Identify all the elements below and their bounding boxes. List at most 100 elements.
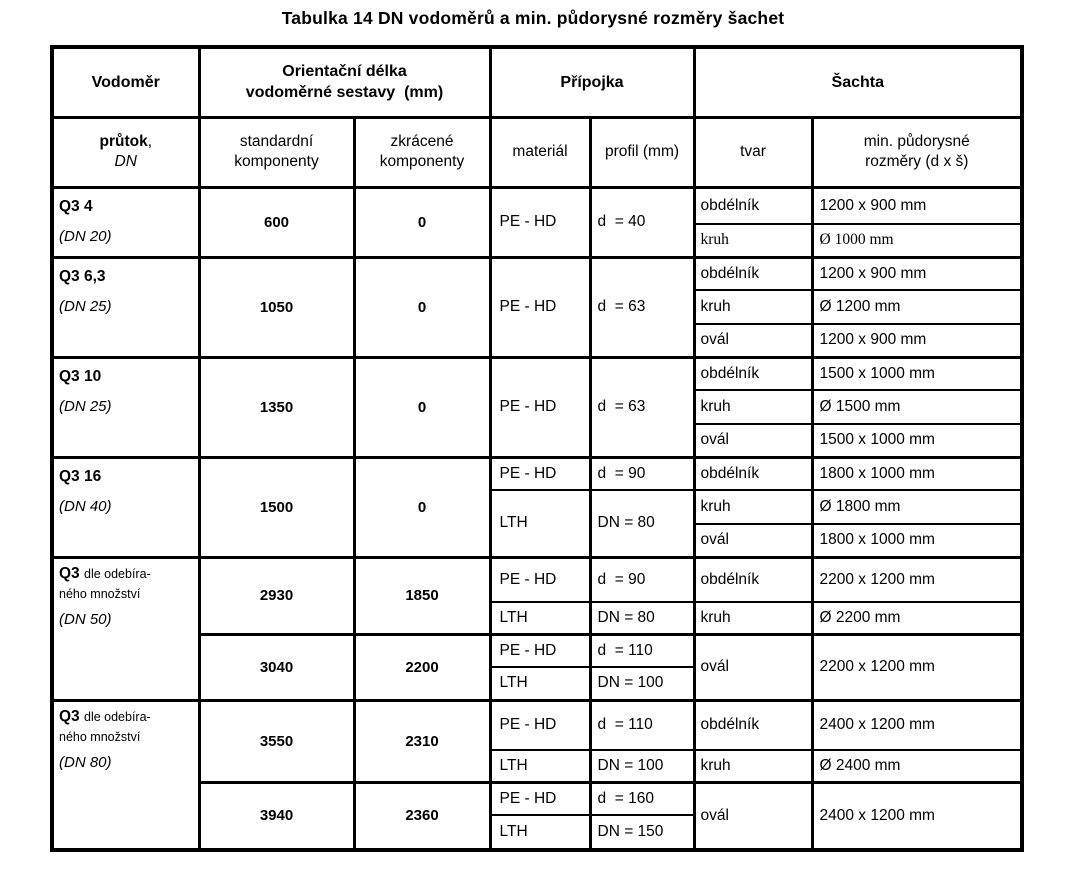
th-sachta: Šachta	[692, 45, 1024, 119]
table-row: 3040 2200 PE - HD d = 110 ovál 2200 x 12…	[52, 632, 1024, 701]
th-prutok-dn: průtok, DN	[50, 115, 201, 189]
g2-rozmer-kruh: Ø 1200 mm	[810, 289, 1024, 325]
g4-zkracene: 0	[352, 455, 492, 558]
g5a-rozmer-obdelnik: 2200 x 1200 mm	[810, 555, 1024, 603]
g2-label: Q3 6,3 (DN 25)	[50, 255, 201, 358]
g6b-rozmer-oval: 2400 x 1200 mm	[810, 780, 1024, 851]
g2-standard: 1050	[197, 255, 356, 358]
g2-label-dn: (DN 25)	[59, 297, 112, 315]
g2-material: PE - HD	[488, 255, 592, 358]
th-vodomer: Vodoměr	[50, 45, 201, 119]
table-row: LTH DN = 100	[52, 666, 1022, 701]
g5a-material-pehd: PE - HD	[488, 555, 592, 603]
table-row: Q3 dle odebíra- ného množství (DN 80) 35…	[50, 698, 1024, 851]
g1-tvar-obdelnik: obdélník	[692, 186, 814, 225]
g2-profil: d = 63	[588, 255, 696, 358]
table-row: ovál 1500 x 1000 mm	[52, 423, 1024, 458]
g3-label-main: Q3 10	[59, 367, 102, 385]
th-tvar: tvar	[692, 115, 814, 189]
g3-label: Q3 10 (DN 25)	[50, 355, 201, 458]
g6a-rozmer-kruh: Ø 2400 mm	[810, 749, 1024, 783]
g3-tvar-oval: ovál	[692, 423, 814, 458]
g4-rozmer-kruh: Ø 1800 mm	[810, 489, 1024, 525]
g6a-tvar-kruh: kruh	[692, 749, 814, 783]
water-meter-table: Vodoměr Orientační délka vodoměrné sesta…	[50, 45, 1024, 852]
th-zkracene-komponenty: zkrácené komponenty	[352, 115, 492, 189]
table-row: LTH DN = 80 kruh Ø 1800 mm	[52, 489, 1024, 558]
g5-label-line1: Q3 dle odebíra-	[59, 564, 151, 582]
page-title: Tabulka 14 DN vodoměrů a min. půdorysné …	[281, 8, 785, 28]
th-prutok: průtok,	[99, 133, 153, 150]
th-material: materiál	[488, 115, 592, 189]
g4-tvar-kruh: kruh	[692, 489, 814, 525]
g3-profil: d = 63	[588, 355, 696, 458]
th-dn: DN	[114, 153, 137, 170]
g1-rozmer-kruh: Ø 1000 mm	[810, 223, 1024, 258]
g6a-profil-lth: DN = 100	[588, 749, 696, 783]
table-row: kruh Ø 1500 mm	[52, 389, 1024, 425]
g5a-tvar-kruh: kruh	[692, 601, 814, 635]
g5b-material-pehd: PE - HD	[488, 632, 592, 668]
g6b-standard: 3940	[197, 780, 356, 851]
g6b-zkracene: 2360	[352, 780, 492, 851]
g2-rozmer-oval: 1200 x 900 mm	[810, 323, 1024, 358]
table-row: LTH DN = 150	[52, 814, 1022, 851]
th-standardni-komponenty: standardní komponenty	[197, 115, 356, 189]
th-rozmery: min. půdorysné rozměry (d x š)	[810, 115, 1024, 189]
g1-zkracene: 0	[352, 186, 492, 258]
g4-material-pehd: PE - HD	[488, 455, 592, 491]
g4-label-dn: (DN 40)	[59, 497, 112, 515]
th-profil: profil (mm)	[588, 115, 696, 189]
table-row: Q3 10 (DN 25) 1350 0 PE - HD d = 63 obdé…	[50, 355, 1024, 458]
g2-zkracene: 0	[352, 255, 492, 358]
g5b-standard: 3040	[197, 632, 356, 701]
g3-zkracene: 0	[352, 355, 492, 458]
g6-label-line2: ného množství	[59, 729, 141, 744]
g5b-rozmer-oval: 2200 x 1200 mm	[810, 632, 1024, 701]
g4-rozmer-oval: 1800 x 1000 mm	[810, 523, 1024, 558]
g3-rozmer-obdelnik: 1500 x 1000 mm	[810, 355, 1024, 391]
g2-tvar-kruh: kruh	[692, 289, 814, 325]
table-row: LTH DN = 100 kruh Ø 2400 mm	[52, 749, 1024, 783]
g5a-tvar-obdelnik: obdélník	[692, 555, 814, 603]
g6a-rozmer-obdelnik: 2400 x 1200 mm	[810, 698, 1024, 751]
table-row: LTH DN = 80 kruh Ø 2200 mm	[52, 601, 1024, 635]
g6a-profil-pehd: d = 110	[588, 698, 696, 751]
g2-tvar-obdelnik: obdélník	[692, 255, 814, 291]
g5a-rozmer-kruh: Ø 2200 mm	[810, 601, 1024, 635]
g2-rozmer-obdelnik: 1200 x 900 mm	[810, 255, 1024, 291]
table-row: Q3 6,3 (DN 25) 1050 0 PE - HD d = 63 obd…	[50, 255, 1024, 358]
th-orientacni-delka-line2: vodoměrné sestavy (mm)	[245, 84, 444, 102]
g1-material: PE - HD	[488, 186, 592, 258]
table-row: kruh Ø 1200 mm	[52, 289, 1024, 325]
g3-tvar-kruh: kruh	[692, 389, 814, 425]
g6-label-dn: (DN 80)	[59, 753, 112, 771]
g4-tvar-obdelnik: obdélník	[692, 455, 814, 491]
table-row: Q3 16 (DN 40) 1500 0 PE - HD d = 90 obdé…	[50, 455, 1024, 558]
table-row: ovál 1200 x 900 mm	[52, 323, 1024, 358]
g6a-zkracene: 2310	[352, 698, 492, 783]
th-orientacni-delka-line1: Orientační délka	[282, 63, 407, 81]
g2-tvar-oval: ovál	[692, 323, 814, 358]
g4-tvar-oval: ovál	[692, 523, 814, 558]
g6b-profil-lth: DN = 150	[588, 814, 696, 851]
g5a-material-lth: LTH	[488, 601, 592, 635]
g4-material-lth: LTH	[488, 489, 592, 558]
th-orientacni-delka: Orientační délka vodoměrné sestavy (mm)	[197, 45, 492, 119]
g6b-tvar-oval: ovál	[692, 780, 814, 851]
g6a-material-lth: LTH	[488, 749, 592, 783]
g5a-profil-lth: DN = 80	[588, 601, 696, 635]
g4-profil-lth: DN = 80	[588, 489, 696, 558]
g5-label-line2: ného množství	[59, 586, 141, 601]
table-row: kruh Ø 1000 mm	[52, 223, 1024, 258]
g1-label-dn: (DN 20)	[59, 227, 112, 245]
g4-standard: 1500	[197, 455, 356, 558]
g3-rozmer-oval: 1500 x 1000 mm	[810, 423, 1024, 458]
g3-tvar-obdelnik: obdélník	[692, 355, 814, 391]
g5a-profil-pehd: d = 90	[588, 555, 696, 603]
g2-label-main: Q3 6,3	[59, 267, 106, 285]
g6b-material-pehd: PE - HD	[488, 780, 592, 816]
g6a-standard: 3550	[197, 698, 356, 783]
g4-rozmer-obdelnik: 1800 x 1000 mm	[810, 455, 1024, 491]
th-pripojka: Přípojka	[488, 45, 696, 119]
